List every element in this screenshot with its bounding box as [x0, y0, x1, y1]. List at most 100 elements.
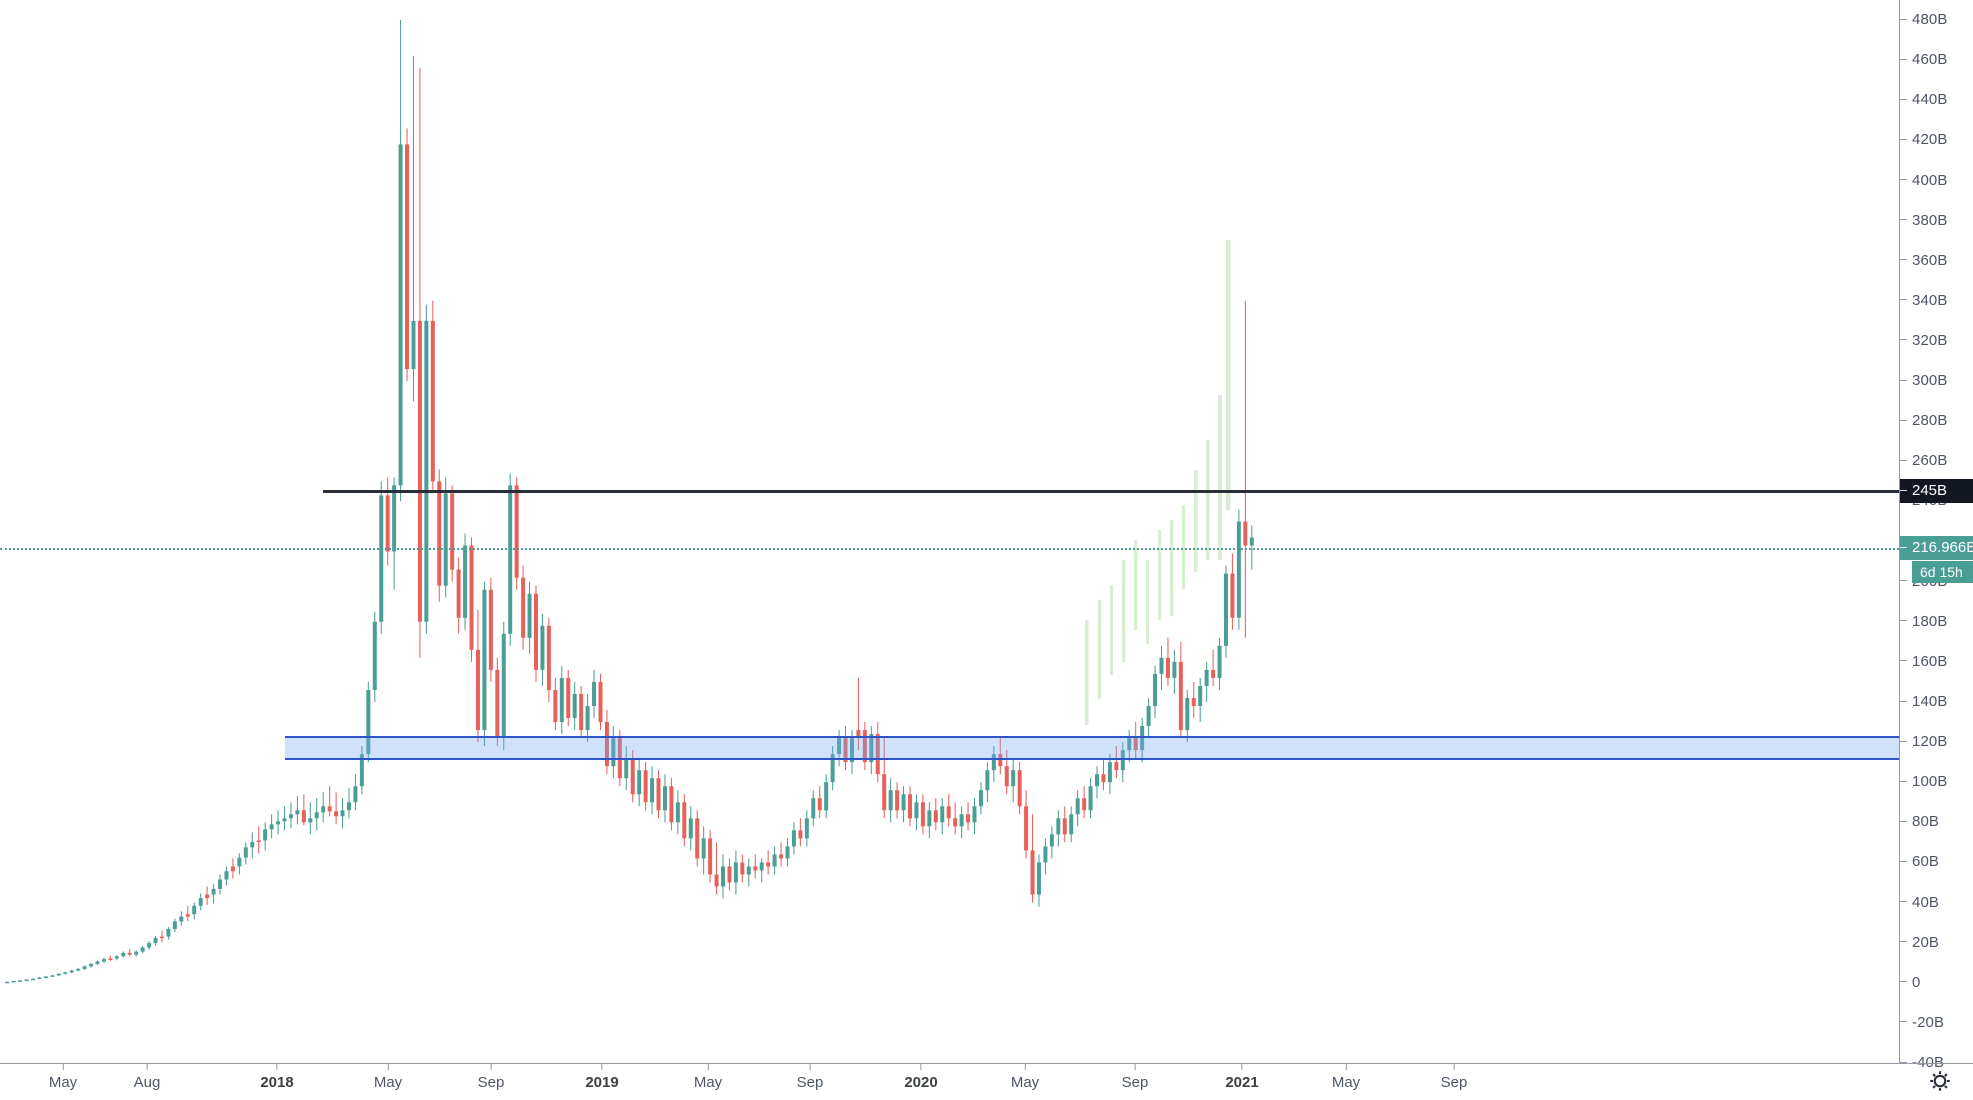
- candle-body: [1127, 738, 1132, 751]
- support-zone-rectangle[interactable]: [285, 736, 1899, 761]
- candle-wick: [303, 794, 305, 826]
- tick-dash-icon: [1900, 379, 1907, 381]
- candle-body: [153, 937, 158, 944]
- candle-body: [411, 320, 416, 370]
- tick-dash-icon: [1900, 339, 1907, 341]
- candle-body: [675, 802, 680, 823]
- candle-body: [637, 770, 642, 795]
- projection-candle: [1182, 505, 1186, 589]
- price-tick-label: 180B: [1900, 613, 1947, 631]
- candle-body: [18, 980, 23, 982]
- chart-plot-area[interactable]: [0, 0, 1899, 1063]
- candle-body: [346, 802, 351, 811]
- candle-body: [185, 914, 190, 917]
- candle-body: [682, 802, 687, 839]
- candle-body: [1153, 673, 1158, 706]
- time-tick-label: 2019: [585, 1064, 619, 1091]
- candle-body: [334, 811, 339, 817]
- candle-wick: [1251, 525, 1253, 570]
- candle-body: [1178, 661, 1183, 731]
- time-axis[interactable]: May Aug 2018 May Sep 2019 May Sep 2020 May Sep 2021…: [0, 1063, 1973, 1100]
- tick-dash-icon: [1900, 259, 1907, 261]
- candle-body: [63, 972, 68, 974]
- candle-body: [991, 754, 996, 771]
- candle-body: [211, 888, 216, 895]
- candle-body: [882, 774, 887, 811]
- last-price-badge[interactable]: 216.966B: [1900, 535, 1973, 560]
- candle-wick: [716, 842, 718, 895]
- candle-wick: [161, 930, 163, 943]
- candle-body: [82, 966, 87, 969]
- projection-candle: [1170, 520, 1174, 616]
- resistance-price-badge[interactable]: 245B: [1900, 479, 1973, 504]
- candle-body: [998, 754, 1003, 767]
- bar-countdown-badge[interactable]: 6d 15h: [1912, 560, 1973, 583]
- candle-body: [1191, 697, 1196, 706]
- candle-body: [540, 625, 545, 670]
- price-axis[interactable]: 480B 460B 440B 420B 400B 380B 360B 340B 320B 300B…: [1899, 0, 1973, 1071]
- tick-dash-icon: [1453, 1064, 1455, 1070]
- candle-wick: [329, 786, 331, 817]
- tick-dash-icon: [1900, 58, 1907, 60]
- candle-body: [372, 621, 377, 690]
- candle-body: [875, 734, 880, 775]
- candle-body: [985, 770, 990, 791]
- candle-wick: [857, 677, 859, 751]
- time-tick-label: Sep: [478, 1064, 504, 1091]
- tick-dash-icon: [1900, 780, 1907, 782]
- candle-body: [288, 814, 293, 819]
- price-tick-label: 420B: [1900, 131, 1947, 149]
- tick-dash-icon: [1134, 1064, 1136, 1070]
- candle-wick: [109, 955, 111, 961]
- candle-body: [804, 818, 809, 839]
- candle-body: [179, 916, 184, 922]
- tick-dash-icon: [62, 1064, 64, 1070]
- candle-body: [785, 846, 790, 859]
- candle-body: [482, 589, 487, 731]
- candle-body: [920, 802, 925, 827]
- candle-body: [224, 871, 229, 880]
- candle-body: [1146, 705, 1151, 727]
- candle-body: [1004, 766, 1009, 787]
- tick-dash-icon: [1900, 299, 1907, 301]
- candle-body: [779, 854, 784, 859]
- time-tick-label: 2020: [904, 1064, 938, 1091]
- candle-body: [95, 961, 100, 964]
- tick-dash-icon: [1900, 1021, 1907, 1023]
- candle-body: [585, 705, 590, 731]
- candle-body: [256, 840, 261, 842]
- candle-body: [269, 824, 274, 830]
- candle-body: [933, 810, 938, 823]
- candle-body: [314, 812, 319, 819]
- candle-body: [398, 144, 403, 486]
- tick-dash-icon: [920, 1064, 922, 1070]
- candle-body: [1088, 786, 1093, 811]
- candle-body: [50, 975, 55, 977]
- resistance-horizontal-line[interactable]: [323, 490, 1899, 494]
- candle-body: [669, 786, 674, 823]
- candle-body: [837, 738, 842, 755]
- time-tick-label: May: [1011, 1064, 1039, 1091]
- candle-body: [475, 649, 480, 731]
- candle-body: [830, 754, 835, 783]
- candle-body: [662, 786, 667, 811]
- tick-dash-icon: [809, 1064, 811, 1070]
- tick-dash-icon: [1900, 98, 1907, 100]
- tick-dash-icon: [490, 1064, 492, 1070]
- candle-body: [527, 593, 532, 638]
- candle-body: [914, 802, 919, 819]
- candle-body: [56, 973, 61, 976]
- candle-body: [327, 806, 332, 812]
- candle-body: [604, 722, 609, 767]
- badge-dash-icon: [1900, 546, 1907, 548]
- candle-body: [908, 794, 913, 819]
- price-tick-label: 140B: [1900, 693, 1947, 711]
- tick-dash-icon: [1900, 1061, 1907, 1063]
- candle-wick: [1212, 649, 1214, 686]
- gear-icon[interactable]: [1925, 1066, 1955, 1096]
- candle-body: [901, 794, 906, 811]
- candle-body: [1069, 814, 1074, 835]
- candle-body: [127, 952, 132, 955]
- candle-body: [488, 589, 493, 670]
